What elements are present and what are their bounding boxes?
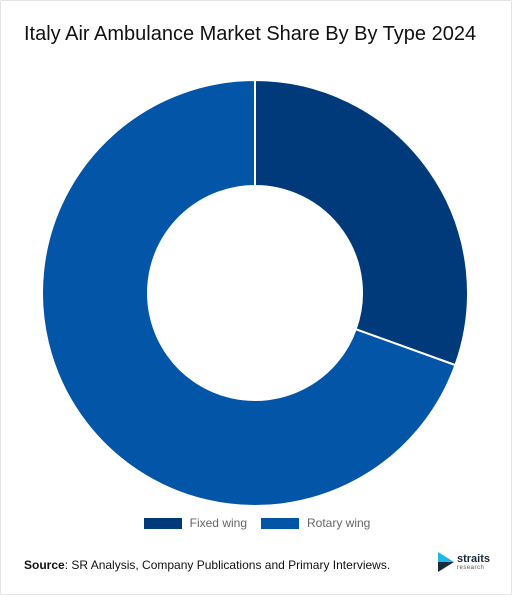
slice-rotary-wing[interactable] [41,78,457,507]
logo-sub: research [457,564,485,571]
legend-label-fixed-wing: Fixed wing [189,516,247,530]
straits-logo-icon [438,552,454,572]
legend-swatch-fixed-wing [143,517,182,529]
donut-chart [41,78,469,507]
straits-research-logo: straits research [438,552,490,572]
legend-label-rotary-wing: Rotary wing [307,516,371,530]
chart-title: Italy Air Ambulance Market Share By By T… [24,23,477,45]
slice-fixed-wing[interactable] [254,78,469,367]
source-text: : SR Analysis, Company Publications and … [64,558,391,572]
legend-swatch-rotary-wing [261,517,299,529]
legend-item-rotary-wing[interactable]: Rotary wing [261,516,370,530]
slices-group [41,78,469,507]
legend-item-fixed-wing[interactable]: Fixed wing [143,516,247,530]
source-note: Source: SR Analysis, Company Publication… [24,558,390,572]
source-label: Source [24,558,65,572]
legend: Fixed wing Rotary wing [0,516,514,530]
logo-name: straits [457,552,491,565]
